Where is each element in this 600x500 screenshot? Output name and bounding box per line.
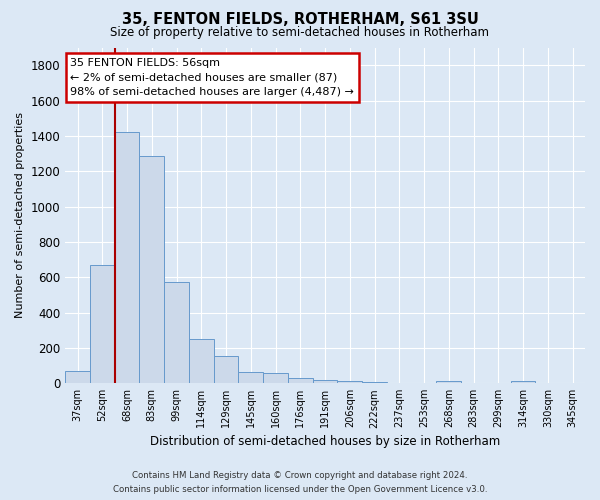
Bar: [65, 372, 90, 383]
X-axis label: Distribution of semi-detached houses by size in Rotherham: Distribution of semi-detached houses by …: [150, 434, 500, 448]
Bar: [164, 282, 189, 383]
Bar: [189, 339, 214, 383]
Bar: [337, 380, 362, 383]
Bar: [139, 156, 164, 383]
Text: Contains HM Land Registry data © Crown copyright and database right 2024.
Contai: Contains HM Land Registry data © Crown c…: [113, 472, 487, 494]
Text: 35 FENTON FIELDS: 56sqm
← 2% of semi-detached houses are smaller (87)
98% of sem: 35 FENTON FIELDS: 56sqm ← 2% of semi-det…: [70, 58, 354, 97]
Bar: [238, 372, 263, 383]
Bar: [214, 356, 238, 383]
Text: Size of property relative to semi-detached houses in Rotherham: Size of property relative to semi-detach…: [110, 26, 490, 39]
Bar: [436, 381, 461, 383]
Bar: [362, 382, 387, 383]
Bar: [263, 372, 288, 383]
Bar: [511, 380, 535, 383]
Bar: [288, 378, 313, 383]
Bar: [90, 265, 115, 383]
Y-axis label: Number of semi-detached properties: Number of semi-detached properties: [15, 112, 25, 318]
Bar: [115, 132, 139, 383]
Text: 35, FENTON FIELDS, ROTHERHAM, S61 3SU: 35, FENTON FIELDS, ROTHERHAM, S61 3SU: [122, 12, 478, 28]
Bar: [313, 380, 337, 383]
